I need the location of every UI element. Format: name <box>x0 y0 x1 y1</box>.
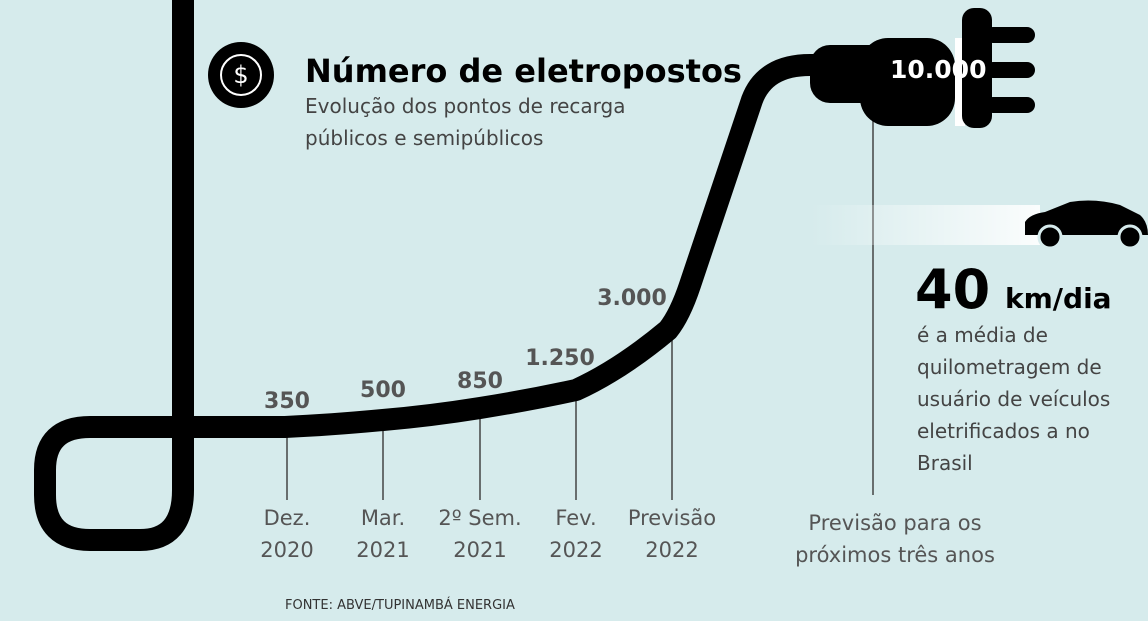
forecast-value: 10.000 <box>890 55 986 84</box>
point-value: 350 <box>264 389 310 414</box>
period-label: Previsão <box>628 506 716 530</box>
stat-line: quilometragem de <box>917 355 1102 379</box>
subtitle: públicos e semipúblicos <box>305 126 543 150</box>
subtitle: Evolução dos pontos de recarga <box>305 94 625 118</box>
source: FONTE: ABVE/TUPINAMBÁ ENERGIA <box>285 597 515 613</box>
title: Número de eletropostos <box>305 52 742 90</box>
period-label: Dez. <box>264 506 311 530</box>
period-label: 2º Sem. <box>438 506 521 530</box>
forecast-period: Previsão para os <box>808 511 981 535</box>
stat-line: Brasil <box>917 451 973 475</box>
forecast-period: próximos três anos <box>795 543 995 567</box>
period-label: 2020 <box>260 538 313 562</box>
infographic: $ Número de eletropostos Evolução dos po… <box>0 0 1148 621</box>
point-value: 850 <box>457 369 503 394</box>
stat-line: eletrificados a no <box>917 419 1090 443</box>
stat-unit: km/dia <box>1005 282 1112 315</box>
point-value: 1.250 <box>525 346 595 371</box>
point-value: 3.000 <box>597 286 667 311</box>
svg-text:$: $ <box>233 61 248 89</box>
speed-streak <box>810 205 1040 245</box>
stat-line: usuário de veículos <box>917 387 1110 411</box>
dollar-icon: $ <box>208 42 274 108</box>
point-value: 500 <box>360 378 406 403</box>
period-label: 2022 <box>549 538 602 562</box>
stat-line: é a média de <box>917 323 1048 347</box>
period-label: 2021 <box>356 538 409 562</box>
period-label: Mar. <box>361 506 405 530</box>
period-label: 2022 <box>645 538 698 562</box>
period-label: 2021 <box>453 538 506 562</box>
stat-number: 40 <box>915 258 990 321</box>
period-label: Fev. <box>555 506 596 530</box>
